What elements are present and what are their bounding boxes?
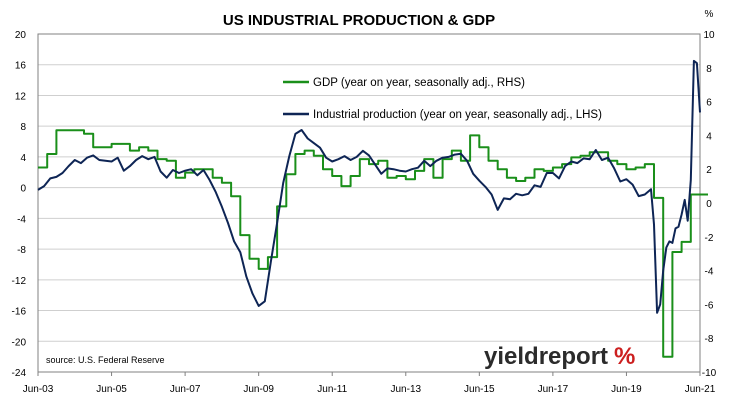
y-right-tick-label: 10	[703, 30, 715, 41]
y-right-tick-label: 8	[706, 64, 712, 75]
y-left-tick-label: 12	[15, 91, 27, 102]
x-tick-label: Jun-11	[317, 384, 347, 395]
y-right-tick-label: -2	[705, 233, 714, 244]
x-tick-label: Jun-13	[390, 384, 421, 395]
yieldreport-logo: yieldreport %	[484, 343, 635, 370]
y-left-tick-label: -8	[17, 245, 26, 256]
logo-wordmark: yieldreport	[484, 343, 608, 370]
y-right-tick-label: 4	[706, 131, 712, 142]
x-tick-label: Jun-09	[243, 384, 274, 395]
x-tick-label: Jun-19	[611, 384, 642, 395]
series-layer	[37, 59, 708, 358]
y-left-tick-label: 0	[20, 184, 26, 195]
y-left-tick-label: -16	[12, 307, 27, 318]
y-left-tick-label: -20	[12, 337, 27, 348]
x-tick-label: Jun-15	[464, 384, 495, 395]
y-left-tick-label: -24	[12, 368, 27, 379]
right-axis-unit: %	[705, 9, 714, 20]
y-left-tick-label: 20	[15, 30, 27, 41]
y-left-tick-label: -4	[17, 214, 26, 225]
y-right-tick-label: 6	[706, 98, 712, 109]
axes: 201612840-4-8-12-16-20-241086420-2-4-6-8…	[12, 30, 717, 395]
y-left-tick-label: -12	[12, 276, 27, 287]
x-tick-label: Jun-21	[685, 384, 716, 395]
y-right-tick-label: -6	[705, 300, 714, 311]
y-right-tick-label: -8	[705, 334, 714, 345]
y-right-tick-label: -10	[702, 368, 717, 379]
chart-title: US INDUSTRIAL PRODUCTION & GDP	[223, 12, 495, 29]
x-tick-label: Jun-05	[96, 384, 127, 395]
plot-frame	[37, 33, 701, 373]
gridlines	[38, 64, 700, 342]
x-tick-label: Jun-03	[23, 384, 54, 395]
y-left-tick-label: 16	[15, 61, 27, 72]
x-tick-label: Jun-17	[538, 384, 569, 395]
x-tick-label: Jun-07	[170, 384, 201, 395]
y-left-tick-label: 8	[20, 122, 26, 133]
legend-label-gdp: GDP (year on year, seasonally adj., RHS)	[313, 77, 525, 89]
y-right-tick-label: 0	[706, 199, 712, 210]
series-line-gdp	[38, 129, 708, 358]
y-right-tick-label: 2	[706, 165, 712, 176]
y-left-tick-label: 4	[20, 153, 26, 164]
y-right-tick-label: -4	[705, 267, 714, 278]
source-note: source: U.S. Federal Reserve	[46, 355, 165, 365]
legend-label-ip: Industrial production (year on year, sea…	[313, 109, 602, 121]
logo-percent-symbol: %	[614, 343, 635, 370]
legend: GDP (year on year, seasonally adj., RHS)…	[283, 77, 602, 121]
series-line-ip	[37, 59, 701, 314]
